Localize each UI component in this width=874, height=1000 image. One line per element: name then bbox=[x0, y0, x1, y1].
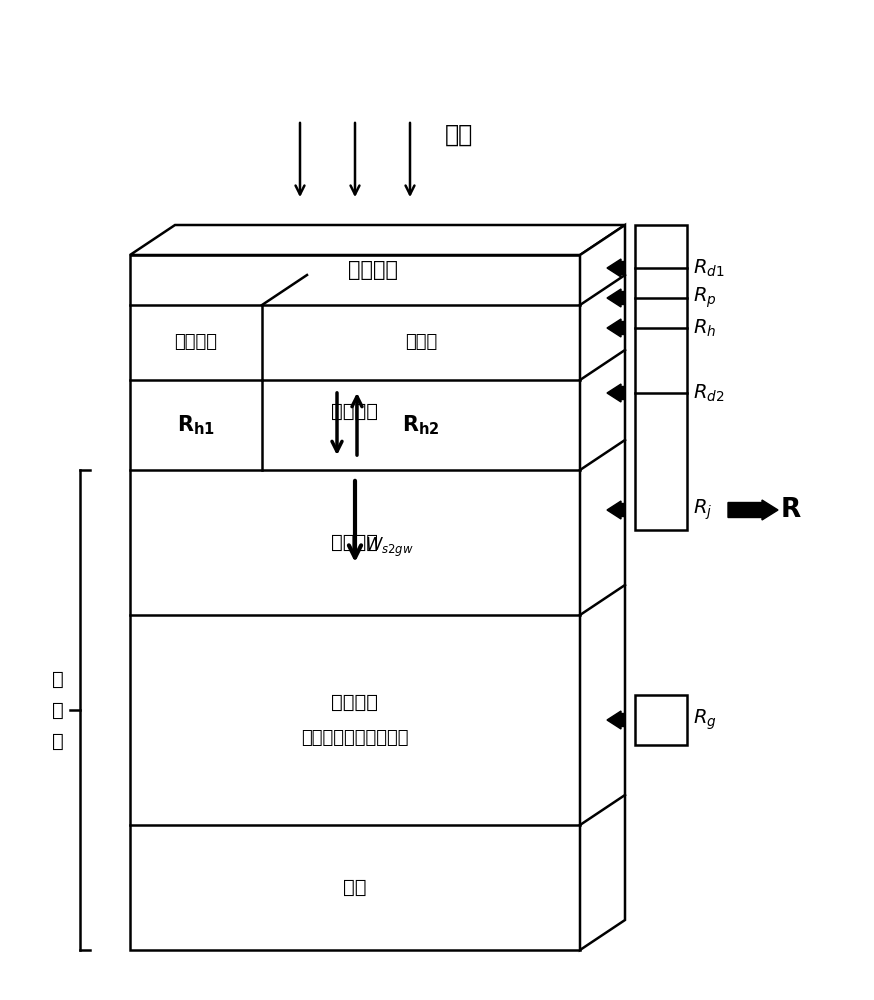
Polygon shape bbox=[580, 225, 625, 950]
Text: $R_p$: $R_p$ bbox=[693, 286, 717, 310]
Text: $R_j$: $R_j$ bbox=[693, 498, 712, 522]
Text: $R_{d1}$: $R_{d1}$ bbox=[693, 257, 725, 279]
Text: 不透水层: 不透水层 bbox=[175, 334, 218, 352]
Text: 活
动
层: 活 动 层 bbox=[52, 670, 64, 750]
Text: $R_{d2}$: $R_{d2}$ bbox=[693, 382, 725, 404]
FancyArrow shape bbox=[607, 711, 624, 729]
Polygon shape bbox=[635, 225, 687, 530]
Text: $W_{s2gw}$: $W_{s2gw}$ bbox=[365, 535, 413, 559]
Text: 表层土壤: 表层土壤 bbox=[331, 402, 378, 421]
FancyArrow shape bbox=[607, 259, 624, 277]
FancyArrow shape bbox=[607, 319, 624, 337]
Polygon shape bbox=[635, 695, 687, 745]
Text: $\mathbf{R}$: $\mathbf{R}$ bbox=[780, 497, 801, 523]
Text: （冻结层上地下水库）: （冻结层上地下水库） bbox=[302, 729, 409, 747]
Text: $\mathbf{R_{h1}}$: $\mathbf{R_{h1}}$ bbox=[177, 413, 215, 437]
FancyArrow shape bbox=[607, 289, 624, 307]
Text: $R_h$: $R_h$ bbox=[693, 317, 717, 339]
Text: 净雨: 净雨 bbox=[445, 123, 473, 147]
Text: 浅层土壤: 浅层土壤 bbox=[331, 533, 378, 552]
Polygon shape bbox=[130, 255, 580, 950]
Text: 优先流层: 优先流层 bbox=[348, 259, 398, 279]
Text: 冻土: 冻土 bbox=[343, 878, 367, 897]
Polygon shape bbox=[130, 225, 625, 255]
Text: $\mathbf{R_{h2}}$: $\mathbf{R_{h2}}$ bbox=[402, 413, 440, 437]
Text: 透水层: 透水层 bbox=[405, 334, 437, 352]
Text: $R_g$: $R_g$ bbox=[693, 708, 717, 732]
FancyArrow shape bbox=[728, 500, 778, 520]
Text: 深层土壤: 深层土壤 bbox=[331, 692, 378, 712]
FancyArrow shape bbox=[607, 384, 624, 402]
FancyArrow shape bbox=[607, 501, 624, 519]
